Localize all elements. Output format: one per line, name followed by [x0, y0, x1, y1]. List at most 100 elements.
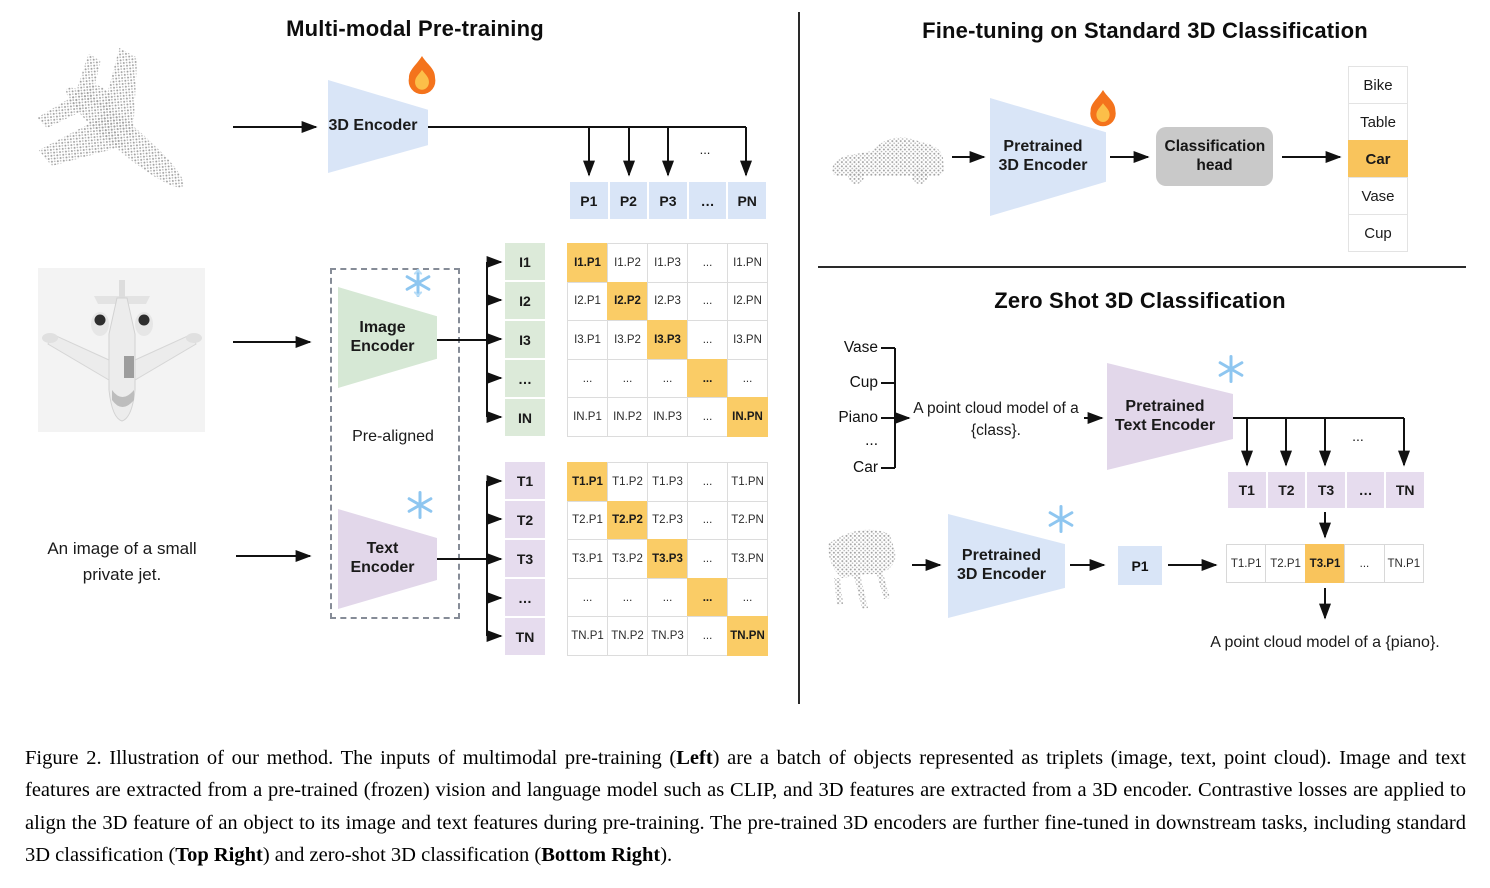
t-cell: T3: [505, 540, 545, 577]
matrix-cell: T3.P1: [567, 539, 608, 579]
zeroshot-text-encoder-block: Pretrained Text Encoder: [1107, 363, 1233, 470]
t-row-ellipsis: ...: [1352, 428, 1364, 444]
matrix-cell: ...: [687, 616, 728, 656]
matrix-cell: TN.P2: [607, 616, 648, 656]
matrix-cell: ...: [567, 577, 608, 618]
matrix-cell: ...: [687, 539, 728, 579]
zeroshot-title: Zero Shot 3D Classification: [994, 288, 1286, 313]
matrix-cell: T1.PN: [727, 462, 768, 502]
matrix-cell: T2.P1: [567, 500, 608, 541]
matrix-cell: IN.P1: [567, 397, 608, 437]
snowflake-icon: [1216, 354, 1246, 384]
matrix-cell: I2.P2: [607, 281, 648, 322]
matrix-cell: I1.PN: [727, 243, 768, 283]
matrix-cell: ...: [687, 500, 728, 541]
matrix-cell: T3.PN: [727, 539, 768, 579]
t-cell: …: [505, 579, 545, 616]
panel-divider-vertical: [798, 12, 800, 704]
matrix-cell: ...: [567, 358, 608, 399]
matrix-cell: I3.P2: [607, 320, 648, 360]
p-row-ellipsis: ...: [699, 142, 711, 157]
matrix-cell: TN.PN: [727, 616, 768, 656]
matrix-cell: ...: [647, 358, 688, 399]
matrix-cell: I2.P3: [647, 281, 688, 322]
pre-aligned-label: Pre-aligned: [352, 428, 434, 445]
zeroshot-3d-encoder-label: Pretrained 3D Encoder: [957, 547, 1046, 583]
p-cell: P2: [609, 182, 648, 219]
image-feature-col: I1 I2 I3… IN: [505, 243, 545, 436]
matrix-cell: T2.PN: [727, 500, 768, 541]
matrix-cell: T3.P2: [607, 539, 648, 579]
matrix-cell: T1.P3: [647, 462, 688, 502]
zs-t-cell: T3: [1307, 472, 1345, 508]
i-cell: I1: [505, 243, 545, 280]
p-cell: PN: [728, 182, 766, 219]
matrix-cell: ...: [687, 243, 728, 283]
matrix-cell: ...: [607, 577, 648, 618]
airplane-point-cloud: [38, 48, 184, 188]
sim-cell: ...: [1344, 544, 1385, 583]
classification-head-block: Classification head: [1156, 127, 1273, 186]
i-cell: IN: [505, 399, 545, 436]
zs-t-cell: …: [1346, 472, 1385, 508]
class-cell: Table: [1348, 103, 1408, 141]
matrix-cell: I1.P3: [647, 243, 688, 283]
matrix-cell: T1.P1: [567, 462, 608, 502]
zeroshot-class-cup: Cup: [849, 374, 878, 391]
zeroshot-class-ellipsis: ...: [865, 432, 878, 449]
class-cell: Cup: [1348, 214, 1408, 252]
zeroshot-text-encoder-label: Pretrained Text Encoder: [1114, 397, 1216, 434]
matrix-cell: I1.P2: [607, 243, 648, 283]
matrix-cell: TN.P1: [567, 616, 608, 656]
3d-encoder-label: 3D Encoder: [328, 117, 418, 135]
matrix-cell: IN.PN: [727, 397, 768, 437]
matrix-cell: T1.P2: [607, 462, 648, 502]
text-feature-col: T1 T2 T3… TN: [505, 462, 545, 655]
snowflake-icon: [403, 268, 433, 298]
zeroshot-class-vase: Vase: [843, 339, 878, 356]
sim-cell: T3.P1: [1304, 544, 1346, 583]
snowflake-icon: [1046, 504, 1076, 534]
p-cell: P1: [570, 182, 608, 219]
matrix-cell: T3.P3: [647, 539, 688, 579]
p1-label: P1: [1131, 557, 1149, 574]
prompt-text: A point cloud model of a {class}.: [913, 400, 1079, 439]
matrix-cell: ...: [687, 358, 728, 399]
matrix-cell: ...: [607, 358, 648, 399]
class-cell: Vase: [1348, 177, 1408, 215]
image-similarity-matrix: I1.P1 I1.P2 I1.P3... I1.PN I2.P1 I2.P2 I2.P3..…: [567, 243, 768, 437]
matrix-cell: ...: [687, 577, 728, 618]
finetune-title: Fine-tuning on Standard 3D Classificatio…: [922, 18, 1368, 43]
panel-divider-horizontal: [818, 266, 1466, 268]
matrix-cell: ...: [687, 462, 728, 502]
i-cell: I3: [505, 321, 545, 358]
zs-t-cell: T2: [1267, 472, 1306, 508]
matrix-cell: ...: [727, 577, 768, 618]
finetune-panel: Fine-tuning on Standard 3D Classificatio…: [800, 0, 1490, 266]
matrix-cell: ...: [727, 358, 768, 399]
figure-caption: Figure 2. Illustration of our method. Th…: [25, 746, 1466, 867]
matrix-cell: TN.P3: [647, 616, 688, 656]
piano-point-cloud: [828, 529, 896, 609]
p1-feature-cell: P1: [1118, 546, 1162, 585]
matrix-cell: I3.PN: [727, 320, 768, 360]
pre-aligned-box: [330, 268, 460, 619]
zs-t-cell: T1: [1228, 472, 1266, 508]
matrix-cell: T2.P3: [647, 500, 688, 541]
p-feature-row: P1 P2 P3… PN: [570, 182, 766, 219]
p-cell: P3: [649, 182, 687, 219]
t-cell: TN: [505, 618, 545, 655]
matrix-cell: ...: [687, 397, 728, 437]
matrix-cell: I3.P1: [567, 320, 608, 360]
zeroshot-class-piano: Piano: [838, 409, 878, 426]
matrix-cell: IN.P2: [607, 397, 648, 437]
airplane-image: [38, 268, 205, 432]
matrix-cell: ...: [647, 577, 688, 618]
class-cell: Car: [1348, 140, 1408, 178]
zeroshot-similarity-row: T1.P1 T2.P1 T3.P1... TN.P1: [1226, 544, 1425, 583]
zs-t-cell: TN: [1386, 472, 1424, 508]
matrix-cell: I3.P3: [647, 320, 688, 360]
zeroshot-t-row: T1 T2 T3… TN: [1228, 472, 1424, 508]
text-similarity-matrix: T1.P1 T1.P2 T1.P3... T1.PN T2.P1 T2.P2 T2.P3..…: [567, 462, 768, 656]
t-cell: T1: [505, 462, 545, 499]
